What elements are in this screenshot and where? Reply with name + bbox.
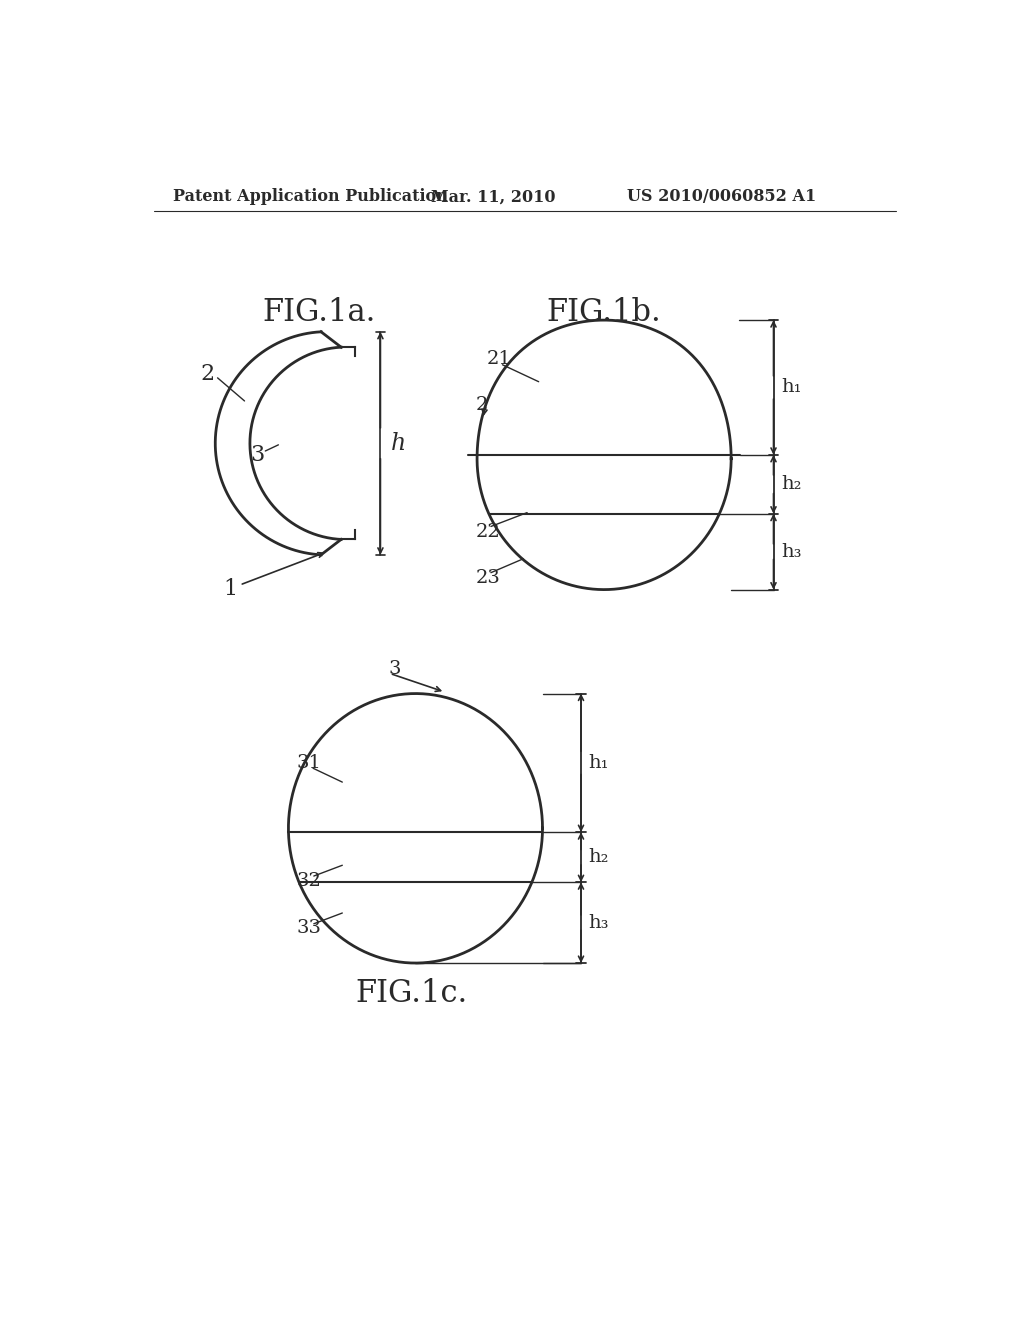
Text: h₃: h₃ bbox=[589, 913, 609, 932]
Text: h₂: h₂ bbox=[589, 849, 609, 866]
Text: h₂: h₂ bbox=[781, 475, 802, 494]
Text: Mar. 11, 2010: Mar. 11, 2010 bbox=[431, 189, 555, 206]
Text: FIG.1c.: FIG.1c. bbox=[355, 978, 468, 1010]
Text: 3: 3 bbox=[388, 660, 401, 678]
Text: 22: 22 bbox=[475, 523, 501, 541]
Text: 2: 2 bbox=[201, 363, 215, 385]
Text: h: h bbox=[391, 432, 407, 455]
Text: 32: 32 bbox=[296, 871, 321, 890]
Text: 21: 21 bbox=[487, 350, 512, 367]
Text: h₁: h₁ bbox=[781, 379, 802, 396]
Text: h₁: h₁ bbox=[589, 754, 609, 772]
Text: 33: 33 bbox=[296, 920, 322, 937]
Text: 3: 3 bbox=[251, 444, 265, 466]
Text: US 2010/0060852 A1: US 2010/0060852 A1 bbox=[628, 189, 816, 206]
Text: FIG.1b.: FIG.1b. bbox=[547, 297, 662, 327]
Text: FIG.1a.: FIG.1a. bbox=[262, 297, 376, 327]
Text: h₃: h₃ bbox=[781, 543, 802, 561]
Text: 23: 23 bbox=[475, 569, 501, 587]
Text: 1: 1 bbox=[223, 578, 238, 601]
Text: 31: 31 bbox=[296, 754, 321, 772]
Text: 2: 2 bbox=[475, 396, 487, 413]
Text: Patent Application Publication: Patent Application Publication bbox=[173, 189, 447, 206]
